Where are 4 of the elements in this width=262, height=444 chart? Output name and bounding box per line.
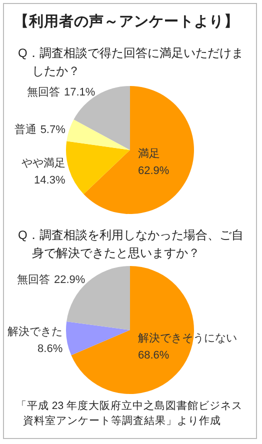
subtitle: Q．調査相談を利用しなかった場合、ご自身で解決できたと思いますか？ (18, 227, 244, 262)
title: 【利用者の声～アンケートより】 (14, 12, 239, 31)
annotation: 「平成 23 年度大阪府立中之島図書館ビジネス資料室アンケート等調査結果」より作成 (16, 399, 244, 429)
subtitle: Q．調査相談で得た回答に満足いただけましたか？ (18, 45, 244, 80)
